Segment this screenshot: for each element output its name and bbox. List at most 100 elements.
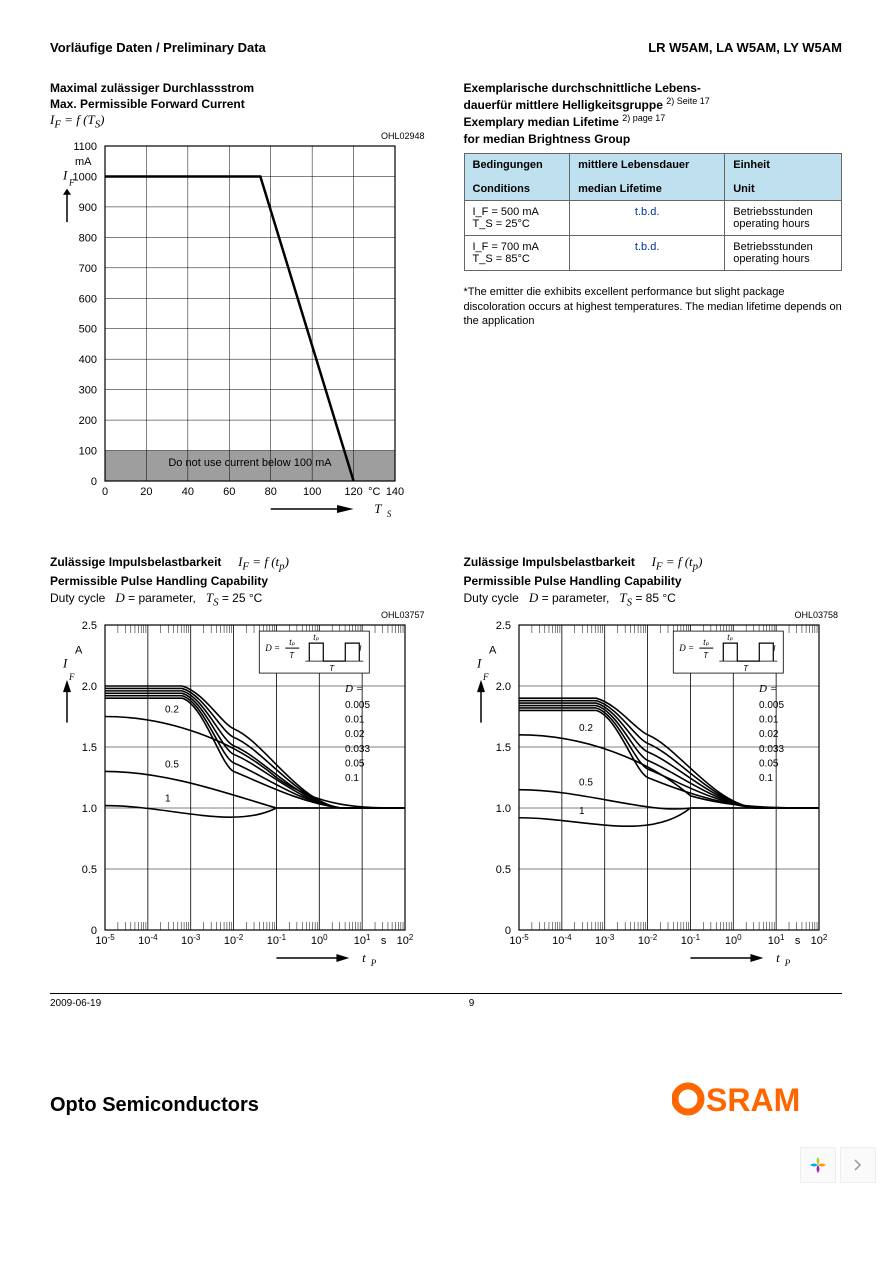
chart2-title-de: Zulässige Impulsbelastbarkeit (50, 555, 221, 569)
svg-text:t: t (776, 950, 780, 965)
svg-text:10-2: 10-2 (224, 932, 244, 947)
svg-text:0.02: 0.02 (345, 729, 365, 740)
svg-text:2.5: 2.5 (495, 620, 510, 632)
chart2-svg: 00.51.01.52.02.510-510-410-310-210-11001… (50, 620, 420, 970)
svg-text:140: 140 (386, 486, 404, 498)
lifetime-title-de2: dauerfür mittlere Helligkeitsgruppe (464, 98, 663, 112)
svg-text:10-1: 10-1 (680, 932, 700, 947)
svg-text:100: 100 (303, 486, 321, 498)
nav-next-button[interactable] (840, 1147, 876, 1183)
svg-text:10-3: 10-3 (181, 932, 201, 947)
table-cell: I_F = 500 mAT_S = 25°C (464, 200, 570, 235)
table-col-header: EinheitUnit (725, 153, 842, 200)
lifetime-ref2: 2) page 17 (622, 113, 665, 123)
header-right: LR W5AM, LA W5AM, LY W5AM (648, 40, 842, 55)
nav-home-button[interactable] (800, 1147, 836, 1183)
svg-text:0.5: 0.5 (82, 864, 97, 876)
chart2-formula: IF = f (tp) (238, 554, 289, 569)
chart3-code: OHL03758 (464, 610, 843, 620)
lifetime-title-en2: for median Brightness Group (464, 131, 843, 147)
page-header: Vorläufige Daten / Preliminary Data LR W… (50, 40, 842, 55)
chart3-formula: IF = f (tp) (652, 554, 703, 569)
svg-text:10-5: 10-5 (95, 932, 115, 947)
svg-text:D =: D = (344, 683, 363, 695)
chart3-title-de: Zulässige Impulsbelastbarkeit (464, 555, 635, 569)
svg-text:2.0: 2.0 (495, 681, 510, 693)
footer: 2009-06-19 9 (50, 993, 842, 1009)
svg-text:tₚ: tₚ (703, 638, 709, 647)
chart3-svg: 00.51.01.52.02.510-510-410-310-210-11001… (464, 620, 834, 970)
svg-text:101: 101 (354, 932, 371, 947)
footer-date: 2009-06-19 (50, 998, 101, 1009)
chart3-title-en: Permissible Pulse Handling Capability (464, 573, 843, 589)
svg-text:120: 120 (344, 486, 362, 498)
svg-text:2.5: 2.5 (82, 620, 97, 632)
chart1-title-de: Maximal zulässiger Durchlassstrom (50, 80, 429, 96)
svg-text:10-5: 10-5 (509, 932, 529, 947)
svg-text:100: 100 (311, 932, 328, 947)
header-left: Vorläufige Daten / Preliminary Data (50, 40, 266, 55)
svg-text:102: 102 (810, 932, 827, 947)
svg-text:1.0: 1.0 (82, 803, 97, 815)
svg-text:F: F (68, 672, 75, 682)
svg-text:0.033: 0.033 (759, 744, 784, 755)
svg-text:D =: D = (758, 683, 777, 695)
svg-text:0.033: 0.033 (345, 744, 370, 755)
chart2-params: Duty cycle D = parameter, TS = 25 °C (50, 589, 429, 610)
svg-text:200: 200 (79, 415, 97, 427)
svg-text:I: I (62, 167, 68, 182)
lifetime-table: BedingungenConditionsmittlere Lebensdaue… (464, 153, 843, 271)
svg-text:0.1: 0.1 (345, 773, 359, 784)
svg-text:0.005: 0.005 (345, 700, 370, 711)
osram-logo-icon: SRAM (672, 1069, 842, 1117)
svg-text:F: F (68, 178, 75, 188)
svg-text:0.5: 0.5 (165, 759, 179, 770)
table-row: I_F = 700 mAT_S = 85°Ct.b.d.Betriebsstun… (464, 235, 842, 270)
svg-text:700: 700 (79, 263, 97, 275)
svg-text:A: A (489, 644, 497, 656)
svg-text:20: 20 (140, 486, 152, 498)
svg-text:s: s (794, 935, 800, 947)
svg-text:1.0: 1.0 (495, 803, 510, 815)
svg-text:0.02: 0.02 (759, 729, 779, 740)
table-cell: t.b.d. (570, 235, 725, 270)
svg-text:0.005: 0.005 (759, 700, 784, 711)
flower-icon (808, 1155, 828, 1175)
svg-text:S: S (387, 509, 392, 519)
svg-text:900: 900 (79, 202, 97, 214)
chevron-right-icon (852, 1159, 864, 1171)
chart1-formula: IF = f (TS) (50, 112, 429, 131)
svg-text:100: 100 (79, 446, 97, 458)
svg-text:0.05: 0.05 (345, 758, 365, 769)
svg-text:I: I (62, 656, 68, 671)
page-nav (0, 1147, 892, 1199)
svg-text:1: 1 (165, 794, 171, 805)
svg-text:s: s (381, 935, 387, 947)
lifetime-title-de1: Exemplarische durchschnittliche Lebens- (464, 80, 843, 96)
svg-text:0.2: 0.2 (579, 723, 593, 734)
svg-text:1100: 1100 (73, 141, 97, 153)
table-cell: Betriebsstundenoperating hours (725, 235, 842, 270)
table-cell: Betriebsstundenoperating hours (725, 200, 842, 235)
chart1-title-en: Max. Permissible Forward Current (50, 96, 429, 112)
svg-text:80: 80 (265, 486, 277, 498)
lifetime-title-en1: Exemplary median Lifetime (464, 115, 619, 129)
svg-text:SRAM: SRAM (706, 1082, 800, 1117)
table-cell: t.b.d. (570, 200, 725, 235)
svg-text:D =: D = (678, 643, 694, 653)
svg-text:1.5: 1.5 (495, 742, 510, 754)
table-col-header: BedingungenConditions (464, 153, 570, 200)
svg-text:0.5: 0.5 (579, 778, 593, 789)
svg-text:10-3: 10-3 (595, 932, 615, 947)
svg-text:0.01: 0.01 (345, 715, 365, 726)
svg-text:100: 100 (724, 932, 741, 947)
svg-text:0: 0 (102, 486, 108, 498)
svg-text:10-4: 10-4 (138, 932, 158, 947)
table-row: I_F = 500 mAT_S = 25°Ct.b.d.Betriebsstun… (464, 200, 842, 235)
svg-text:Do not use current below 100 m: Do not use current below 100 mA (168, 457, 332, 469)
svg-text:mA: mA (75, 156, 92, 168)
svg-text:10-2: 10-2 (637, 932, 657, 947)
table-cell: I_F = 700 mAT_S = 85°C (464, 235, 570, 270)
svg-text:500: 500 (79, 324, 97, 336)
svg-text:tₚ: tₚ (727, 633, 733, 642)
